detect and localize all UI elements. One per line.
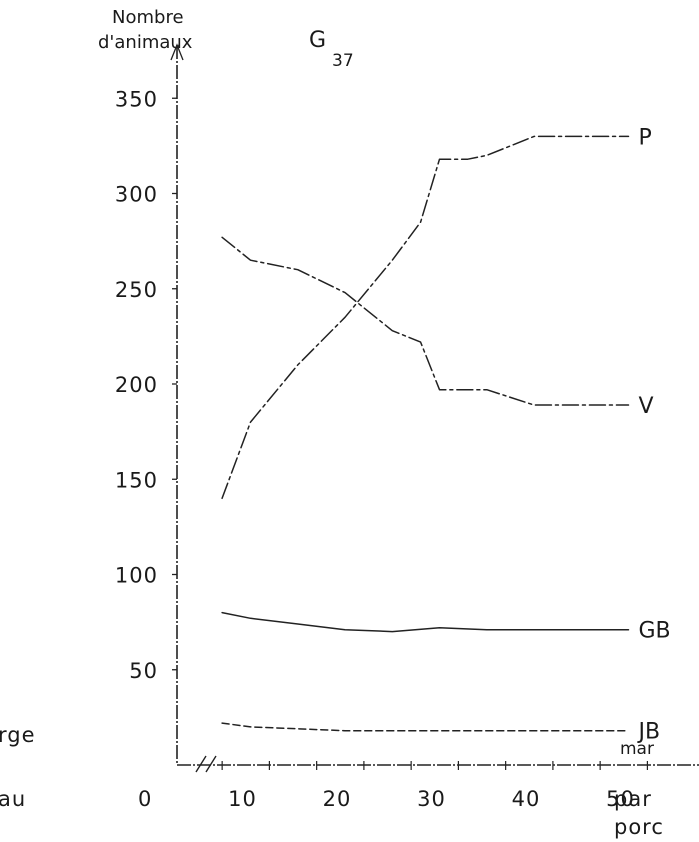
y-tick-label-300: 300 bbox=[115, 183, 158, 207]
chart-title: G bbox=[309, 28, 326, 53]
left-cutoff-label-1: rge bbox=[0, 723, 36, 747]
chart-title-subscript: 37 bbox=[332, 51, 354, 71]
y-tick-label-200: 200 bbox=[115, 373, 158, 397]
series-line-gb bbox=[221, 611, 630, 633]
y-ticks: 50 100 150 200 250 300 350 bbox=[115, 87, 177, 683]
y-tick-label-250: 250 bbox=[115, 278, 158, 302]
series-line-jb bbox=[221, 722, 630, 732]
x-tick-label-20: 20 bbox=[323, 787, 352, 811]
series-label-v: V bbox=[639, 394, 654, 419]
series-label-p: P bbox=[639, 125, 652, 150]
x-axis-label-line2: porc bbox=[614, 815, 664, 839]
series-line-v bbox=[221, 236, 630, 406]
x-ticks: 10 20 30 40 50 bbox=[221, 761, 649, 811]
series-line-p bbox=[221, 135, 630, 500]
series-label-jb: JB bbox=[637, 720, 661, 745]
x-tick-label-30: 30 bbox=[417, 787, 446, 811]
y-tick-label-100: 100 bbox=[115, 564, 158, 588]
y-tick-label-150: 150 bbox=[115, 468, 158, 492]
right-cutoff-label: mar bbox=[620, 739, 654, 759]
y-tick-label-50: 50 bbox=[129, 659, 158, 683]
x-axis-label-line1: par bbox=[614, 787, 652, 811]
y-axis-label-line1: Nombre bbox=[112, 7, 184, 28]
y-axis-arrow-icon bbox=[170, 43, 184, 61]
y-tick-label-350: 350 bbox=[115, 87, 158, 111]
left-cutoff-label-2: au bbox=[0, 787, 26, 811]
series-label-gb: GB bbox=[639, 619, 671, 644]
y-axis-label-line2: d'animaux bbox=[98, 32, 193, 53]
x-axis-break-icon bbox=[195, 755, 217, 773]
x-origin-label: 0 bbox=[138, 787, 152, 811]
series-group: P V GB JB bbox=[221, 125, 671, 745]
x-tick-label-50: 50 bbox=[606, 787, 635, 811]
x-tick-label-40: 40 bbox=[512, 787, 541, 811]
x-tick-label-10: 10 bbox=[228, 787, 257, 811]
